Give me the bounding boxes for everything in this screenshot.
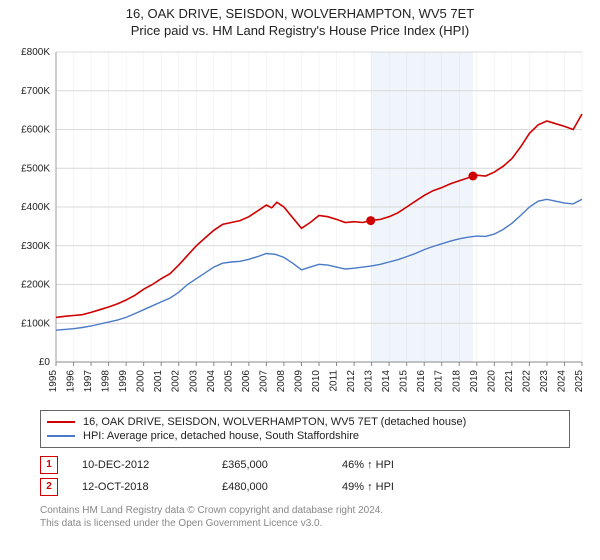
x-tick-label: 2024 — [556, 369, 567, 392]
x-tick-label: 2000 — [136, 369, 147, 392]
title-block: 16, OAK DRIVE, SEISDON, WOLVERHAMPTON, W… — [0, 0, 600, 40]
x-tick-label: 2017 — [434, 369, 445, 392]
x-tick-label: 1995 — [48, 369, 59, 392]
y-tick-label: £600K — [21, 124, 50, 135]
x-tick-label: 2014 — [381, 369, 392, 392]
x-tick-label: 2008 — [276, 369, 287, 392]
legend-row: HPI: Average price, detached house, Sout… — [47, 429, 563, 443]
x-tick-label: 1997 — [83, 369, 94, 392]
title-subtitle: Price paid vs. HM Land Registry's House … — [0, 23, 600, 40]
y-tick-label: £700K — [21, 86, 50, 97]
legend-box: 16, OAK DRIVE, SEISDON, WOLVERHAMPTON, W… — [40, 410, 570, 448]
y-tick-label: £0 — [39, 357, 51, 368]
sale-row-date: 10-DEC-2012 — [82, 459, 222, 471]
legend-row: 16, OAK DRIVE, SEISDON, WOLVERHAMPTON, W… — [47, 415, 563, 429]
x-tick-label: 1999 — [118, 369, 129, 392]
x-tick-label: 1996 — [66, 369, 77, 392]
y-tick-label: £300K — [21, 241, 50, 252]
legend-swatch — [47, 435, 75, 437]
x-tick-label: 2005 — [223, 369, 234, 392]
sale-row-price: £365,000 — [222, 459, 342, 471]
x-tick-label: 2012 — [346, 369, 357, 392]
x-tick-label: 2021 — [504, 369, 515, 392]
chart-container: 16, OAK DRIVE, SEISDON, WOLVERHAMPTON, W… — [0, 0, 600, 560]
sale-dot-1 — [366, 216, 375, 225]
x-tick-label: 2019 — [469, 369, 480, 392]
y-tick-label: £100K — [21, 318, 50, 329]
chart-area: £0 £100K £200K £300K £400K £500K £600K £700K £80… — [10, 44, 590, 404]
y-tick-label: £800K — [21, 47, 50, 58]
x-tick-label: 2011 — [329, 369, 340, 391]
sales-row: 2 12-OCT-2018£480,00049% ↑ HPI — [40, 476, 570, 498]
y-tick-label: £500K — [21, 163, 50, 174]
x-tick-label: 2015 — [399, 369, 410, 392]
sale-row-price: £480,000 — [222, 481, 342, 493]
sale-dot-2 — [468, 171, 477, 180]
x-tick-label: 2002 — [171, 369, 182, 392]
sale-row-hpi: 46% ↑ HPI — [342, 459, 394, 471]
x-tick-label: 2006 — [241, 369, 252, 392]
title-address: 16, OAK DRIVE, SEISDON, WOLVERHAMPTON, W… — [0, 6, 600, 23]
x-tick-label: 1998 — [101, 369, 112, 392]
y-tick-label: £200K — [21, 279, 50, 290]
x-tick-label: 2010 — [311, 369, 322, 392]
legend-label: 16, OAK DRIVE, SEISDON, WOLVERHAMPTON, W… — [83, 416, 466, 428]
x-tick-label: 2013 — [364, 369, 375, 392]
x-tick-label: 2025 — [574, 369, 585, 392]
sales-row: 1 10-DEC-2012£365,00046% ↑ HPI — [40, 454, 570, 476]
x-tick-label: 2009 — [293, 369, 304, 392]
footer-line1: Contains HM Land Registry data © Crown c… — [40, 504, 570, 517]
sale-row-hpi: 49% ↑ HPI — [342, 481, 394, 493]
x-tick-label: 2022 — [521, 369, 532, 392]
footer-note: Contains HM Land Registry data © Crown c… — [40, 504, 570, 530]
sale-row-badge: 2 — [40, 478, 58, 496]
sale-row-badge: 1 — [40, 456, 58, 474]
x-tick-label: 2007 — [258, 369, 269, 392]
x-tick-label: 2023 — [539, 369, 550, 392]
y-tick-label: £400K — [21, 202, 50, 213]
x-tick-label: 2018 — [451, 369, 462, 392]
x-tick-label: 2003 — [188, 369, 199, 392]
legend-swatch — [47, 421, 75, 423]
chart-svg: £0 £100K £200K £300K £400K £500K £600K £700K £80… — [10, 44, 590, 404]
legend-label: HPI: Average price, detached house, Sout… — [83, 430, 359, 442]
x-tick-label: 2001 — [153, 369, 164, 392]
sale-row-date: 12-OCT-2018 — [82, 481, 222, 493]
x-tick-label: 2004 — [206, 369, 217, 392]
x-tick-label: 2020 — [486, 369, 497, 392]
footer-line2: This data is licensed under the Open Gov… — [40, 517, 570, 530]
sales-table: 1 10-DEC-2012£365,00046% ↑ HPI 2 12-OCT-201… — [40, 454, 570, 498]
x-tick-label: 2016 — [416, 369, 427, 392]
